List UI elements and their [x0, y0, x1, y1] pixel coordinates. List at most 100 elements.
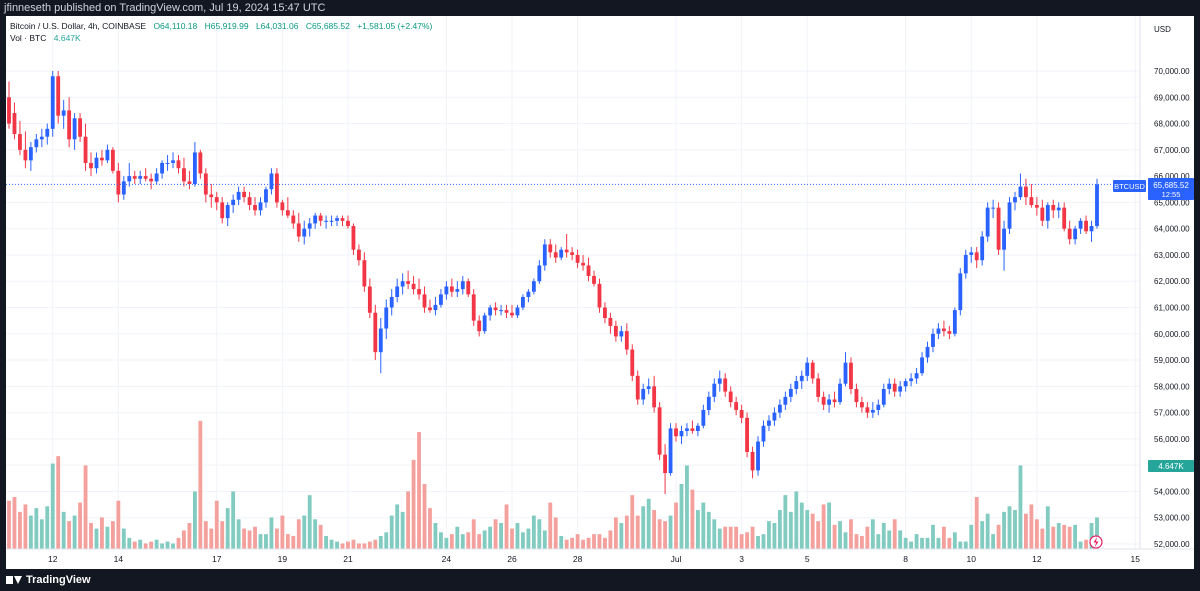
volume-bar	[340, 543, 345, 549]
candle-body	[1034, 205, 1039, 208]
volume-bar	[832, 524, 837, 549]
volume-bar	[242, 528, 247, 549]
candle-body	[307, 223, 312, 229]
volume-bar	[253, 526, 257, 549]
candle-body	[428, 307, 432, 311]
volume-bar	[1089, 523, 1094, 549]
volume-bar	[794, 491, 799, 549]
time-tick-label: 21	[343, 554, 353, 564]
volume-bar	[963, 541, 968, 549]
candle-body	[794, 381, 799, 389]
volume-bar	[225, 508, 230, 549]
candle-body	[422, 294, 427, 308]
candle-body	[635, 375, 640, 400]
candle-body	[488, 307, 493, 316]
volume-bar	[838, 521, 842, 549]
candle-body	[203, 173, 208, 195]
candle-body	[570, 252, 575, 255]
volume-bar	[865, 526, 870, 549]
volume-bar	[734, 526, 739, 549]
candle-body	[931, 333, 935, 347]
volume-bar	[389, 515, 394, 549]
volume-bar	[674, 502, 678, 549]
candle-body	[1084, 220, 1088, 232]
candle-body	[723, 378, 728, 392]
volume-bar	[985, 513, 990, 549]
candle-body	[100, 157, 104, 161]
candle-body	[816, 378, 821, 397]
candle-body	[1002, 228, 1006, 250]
candle-body	[274, 173, 279, 203]
candle-body	[985, 207, 990, 237]
candle-body	[439, 294, 443, 305]
volume-bar	[690, 489, 695, 549]
candle-body	[45, 128, 50, 137]
candle-body	[116, 170, 121, 195]
volume-bar	[39, 519, 44, 549]
candle-body	[810, 362, 815, 379]
candle-body	[231, 199, 236, 206]
volume-bar	[132, 541, 137, 549]
publisher-bar: jfinneseth published on TradingView.com,…	[0, 0, 1200, 16]
candle-body	[613, 325, 618, 337]
volume-bar	[154, 539, 159, 549]
currency-label[interactable]: USD	[1154, 25, 1171, 34]
candle-body	[89, 162, 93, 169]
candle-body	[1024, 186, 1028, 198]
time-axis[interactable]: 1214171921242628Jul358101215171921	[6, 548, 1200, 564]
tradingview-logo[interactable]: TradingView	[6, 569, 91, 591]
candle-body	[389, 296, 394, 308]
candle-body	[859, 402, 864, 408]
legend-volume-label[interactable]: Vol · BTC	[10, 33, 46, 43]
volume-bar	[406, 491, 411, 549]
candle-body	[72, 118, 77, 140]
candle-body	[23, 149, 28, 161]
volume-bar	[652, 510, 657, 549]
candle-body	[750, 452, 755, 471]
volume-bar	[597, 534, 602, 549]
price-tick-label: 70,000.00	[1154, 67, 1190, 76]
candle-body	[838, 383, 842, 403]
candle-body	[1040, 207, 1045, 221]
candle-body	[400, 281, 405, 287]
volume-bar	[581, 539, 585, 549]
time-tick-label: 15	[1131, 554, 1141, 564]
candle-body	[717, 378, 722, 384]
volume-bar	[28, 515, 33, 549]
candle-body	[663, 454, 667, 474]
candle-body	[903, 381, 908, 387]
candle-body	[247, 197, 252, 206]
candle-body	[61, 110, 66, 116]
grid	[6, 16, 1140, 549]
volume-bar	[428, 508, 432, 549]
candle-body	[444, 286, 449, 295]
lightning-icon[interactable]	[1089, 535, 1103, 549]
candle-body	[685, 428, 689, 432]
legend-symbol[interactable]: Bitcoin / U.S. Dollar, 4h, COINBASE	[10, 21, 146, 31]
candle-body	[788, 388, 793, 397]
volume-bar	[45, 506, 50, 549]
time-tick-label: 26	[507, 554, 517, 564]
volume-bar	[777, 510, 782, 549]
candle-body	[198, 152, 203, 174]
volume-bar	[455, 526, 460, 549]
candle-body	[313, 215, 318, 224]
volume-bar	[706, 511, 711, 549]
footer-bar: TradingView	[0, 569, 1200, 591]
volume-bar	[767, 521, 771, 549]
candle-body	[373, 312, 378, 353]
volume-bar	[335, 541, 339, 549]
volume-bar	[608, 530, 613, 549]
volume-bar	[149, 541, 154, 549]
candle-body	[1051, 205, 1056, 211]
volume-bar	[870, 519, 875, 549]
candle-body	[914, 373, 919, 379]
chart-canvas[interactable]: 70,000.00 69,000.00 68,000.00 67,000.00 66,0…	[6, 16, 1200, 569]
volume-bar	[110, 521, 115, 549]
candle-body	[777, 404, 782, 413]
price-tick-label: 56,000.00	[1154, 435, 1190, 444]
candle-body	[870, 409, 875, 413]
volume-bar	[613, 517, 618, 549]
candle-body	[411, 283, 416, 290]
volume-bar	[881, 523, 886, 549]
